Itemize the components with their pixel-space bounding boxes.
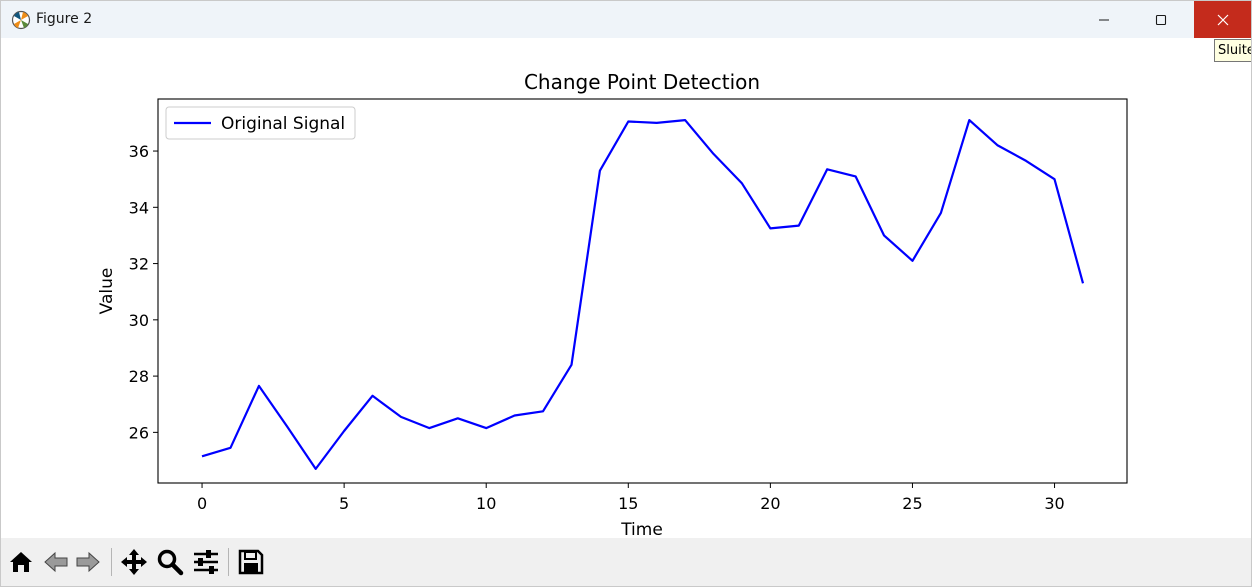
minimize-button[interactable]	[1081, 1, 1127, 38]
move-icon	[121, 549, 147, 575]
series-line-original-signal	[201, 118, 1085, 470]
y-axis: 26 28 30 32 34 36	[129, 142, 158, 442]
configure-subplots-button[interactable]	[191, 547, 221, 577]
floppy-disk-icon	[238, 549, 264, 575]
series-group	[201, 118, 1085, 470]
toolbar-separator	[111, 548, 112, 576]
window-title: Figure 2	[36, 11, 93, 27]
x-axis-label: Time	[620, 520, 663, 538]
minimize-icon	[1099, 19, 1109, 20]
axes-frame	[157, 98, 1128, 484]
legend: Original Signal	[165, 106, 356, 140]
legend-label: Original Signal	[221, 114, 345, 134]
forward-button[interactable]	[73, 547, 103, 577]
y-tick-label: 30	[129, 311, 149, 330]
x-tick-label: 0	[197, 494, 207, 513]
save-button[interactable]	[236, 547, 266, 577]
back-button[interactable]	[41, 547, 71, 577]
close-button[interactable]	[1194, 1, 1251, 38]
home-icon	[10, 552, 32, 572]
title-bar[interactable]: Figure 2	[1, 1, 1251, 38]
x-tick-label: 5	[339, 494, 349, 513]
x-tick-label: 15	[618, 494, 638, 513]
magnifier-icon	[157, 549, 184, 576]
arrow-left-icon	[44, 551, 68, 573]
x-tick-label: 30	[1044, 494, 1064, 513]
navigation-toolbar	[1, 538, 1251, 586]
toolbar-separator	[228, 548, 229, 576]
x-axis: 0 5 10 15 20 25 30	[197, 483, 1065, 513]
sliders-icon	[194, 550, 218, 574]
close-icon	[1217, 14, 1229, 25]
x-tick-label: 10	[476, 494, 496, 513]
close-tooltip: Sluiten	[1214, 39, 1251, 62]
legend-box	[165, 106, 356, 140]
home-button[interactable]	[6, 547, 36, 577]
y-tick-label: 36	[129, 142, 149, 161]
figure-canvas[interactable]: Change Point Detection 0 5 10 15 20 25 30 26 28…	[1, 38, 1251, 540]
line-chart[interactable]: Change Point Detection 0 5 10 15 20 25 30 26 28…	[1, 38, 1251, 540]
zoom-button[interactable]	[155, 547, 185, 577]
arrow-right-icon	[76, 551, 100, 573]
x-tick-label: 20	[760, 494, 780, 513]
x-tick-label: 25	[902, 494, 922, 513]
y-tick-label: 32	[129, 255, 149, 274]
maximize-button[interactable]	[1138, 1, 1184, 38]
plot-area	[157, 98, 1128, 484]
y-tick-label: 28	[129, 367, 149, 386]
pan-button[interactable]	[119, 547, 149, 577]
matplotlib-app-icon	[11, 10, 31, 30]
y-tick-label: 26	[129, 423, 149, 442]
maximize-icon	[1155, 14, 1167, 25]
y-axis-label: Value	[97, 268, 117, 315]
chart-title: Change Point Detection	[524, 70, 760, 94]
y-tick-label: 34	[129, 198, 149, 217]
